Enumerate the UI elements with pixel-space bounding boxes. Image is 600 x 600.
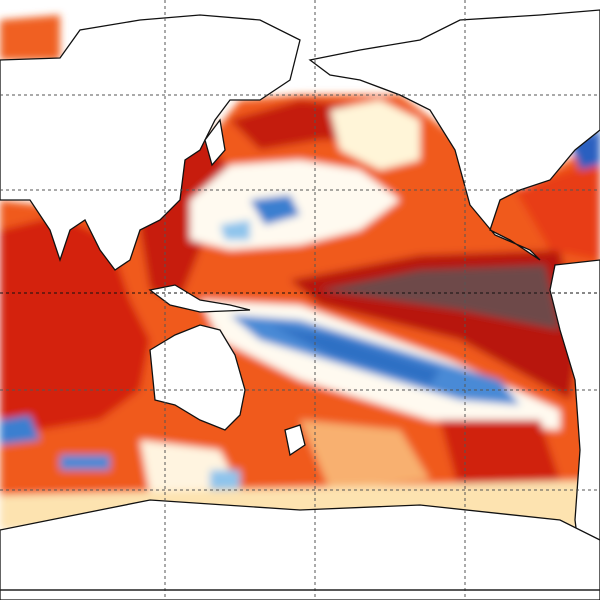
- indonesia: [148, 284, 251, 313]
- eurasia: [0, 14, 301, 271]
- continents: [0, 9, 600, 600]
- south-america: [549, 259, 600, 600]
- north-america: [308, 9, 600, 261]
- new-zealand: [284, 424, 306, 457]
- japan: [204, 118, 226, 167]
- antarctica: [0, 499, 600, 600]
- australia: [149, 324, 246, 431]
